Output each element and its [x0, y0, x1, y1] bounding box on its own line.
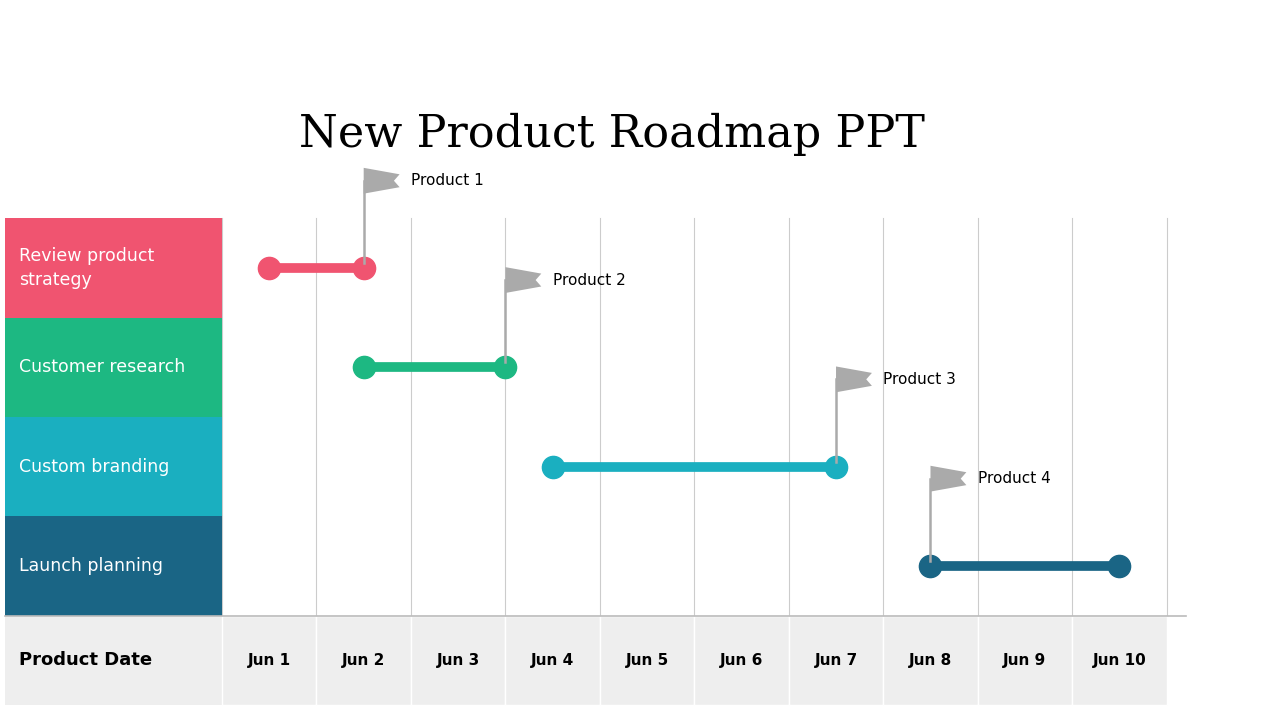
Text: Jun 4: Jun 4 — [531, 653, 575, 668]
Text: Jun 8: Jun 8 — [909, 653, 952, 668]
Text: Jun 7: Jun 7 — [814, 653, 858, 668]
Text: Jun 5: Jun 5 — [626, 653, 668, 668]
Text: Product 4: Product 4 — [978, 471, 1051, 486]
Polygon shape — [364, 168, 399, 194]
Polygon shape — [836, 366, 872, 392]
Text: Jun 10: Jun 10 — [1093, 653, 1147, 668]
Text: Jun 6: Jun 6 — [719, 653, 763, 668]
Text: Custom branding: Custom branding — [19, 458, 169, 476]
Bar — [5, 318, 221, 417]
Bar — [221, 218, 1185, 616]
Bar — [221, 616, 316, 705]
Bar — [316, 616, 411, 705]
Text: Jun 2: Jun 2 — [342, 653, 385, 668]
Bar — [506, 616, 600, 705]
Text: Product 2: Product 2 — [553, 273, 626, 287]
Bar — [978, 616, 1073, 705]
Bar — [5, 417, 221, 516]
Bar — [600, 616, 694, 705]
Bar — [1073, 616, 1166, 705]
Text: Launch planning: Launch planning — [19, 557, 163, 575]
Text: Jun 9: Jun 9 — [1004, 653, 1047, 668]
Text: Jun 1: Jun 1 — [247, 653, 291, 668]
Text: Review product
strategy: Review product strategy — [19, 248, 154, 289]
Bar — [411, 616, 506, 705]
Text: Jun 3: Jun 3 — [436, 653, 480, 668]
Text: Product 3: Product 3 — [883, 372, 956, 387]
Text: New Product Roadmap PPT: New Product Roadmap PPT — [298, 112, 924, 156]
Polygon shape — [506, 267, 541, 293]
Bar — [5, 218, 221, 318]
Text: Product Date: Product Date — [19, 652, 152, 670]
Bar — [694, 616, 788, 705]
Text: Product 1: Product 1 — [411, 174, 484, 188]
Bar — [883, 616, 978, 705]
Bar — [788, 616, 883, 705]
Text: Customer research: Customer research — [19, 359, 186, 377]
Polygon shape — [931, 466, 966, 492]
Bar — [5, 616, 221, 705]
Bar — [5, 516, 221, 616]
